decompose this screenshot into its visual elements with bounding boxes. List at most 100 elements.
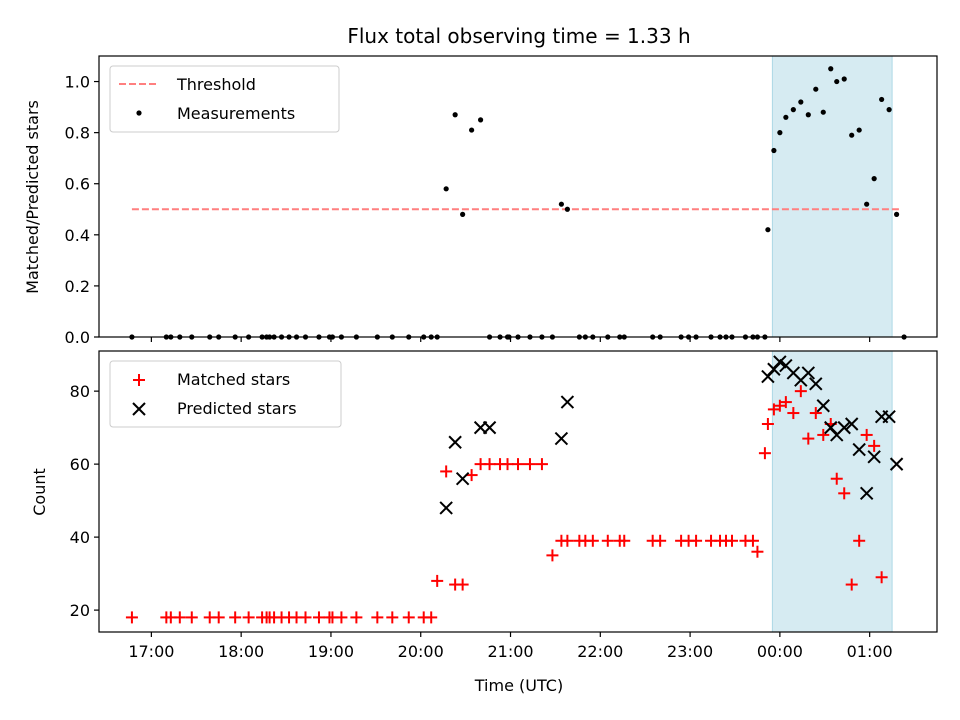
- matched-star-point: [546, 549, 559, 562]
- predicted-star-point: [554, 431, 569, 446]
- measurement-point: [765, 227, 771, 233]
- measurement-point: [558, 201, 564, 207]
- matched-star-point: [845, 578, 858, 591]
- matched-star-point: [586, 534, 599, 547]
- chart-title: Flux total observing time = 1.33 h: [347, 24, 690, 48]
- matched-star-point: [758, 447, 771, 460]
- bottom-axes-frame: [98, 350, 938, 633]
- shaded-span-rect: [771, 55, 893, 338]
- matched-star-point: [335, 611, 348, 624]
- top-y-tick-label: 0.4: [65, 226, 90, 245]
- matched-star-point: [312, 611, 325, 624]
- bottom-panel: 20 40 60 80 17:00 18:00 19:00 20:00 21:00 22:00 2…: [30, 350, 938, 695]
- predicted-star-point: [560, 395, 575, 409]
- measurement-point: [443, 186, 449, 192]
- measurement-point: [460, 211, 466, 217]
- bottom-y-tick-label: 80: [70, 382, 90, 401]
- predicted-star-point: [439, 501, 453, 515]
- matched-star-point: [817, 428, 830, 441]
- top-legend-box: [109, 65, 340, 133]
- matched-star-point: [512, 458, 524, 471]
- predicted-star-point: [852, 442, 866, 457]
- top-panel: 0.0 0.2 0.4 0.6 0.8 1.0 Matched/Predicted sta…: [23, 55, 938, 347]
- measurement-point: [871, 176, 877, 182]
- matched-star-point: [229, 611, 242, 624]
- matched-star-point: [431, 574, 444, 587]
- measurement-point: [886, 107, 892, 113]
- matched-star-point: [809, 407, 822, 420]
- predicted-star-point: [844, 417, 859, 431]
- legend-matched-swatch: [133, 374, 145, 386]
- matched-star-point: [761, 417, 774, 430]
- matched-star-point: [456, 578, 469, 591]
- predicted-star-point: [882, 409, 896, 424]
- matched-star-point: [425, 611, 438, 624]
- matched-star-point: [868, 439, 881, 452]
- predicted-star-point: [773, 355, 787, 369]
- matched-star-point: [838, 487, 851, 500]
- measurement-point: [820, 109, 826, 115]
- x-axis-label: Time (UTC): [474, 676, 563, 695]
- shaded-span-rect: [771, 350, 893, 633]
- top-legend: Threshold Measurements: [109, 65, 340, 133]
- measurement-point: [452, 112, 458, 118]
- bottom-legend: Matched stars Predicted stars: [109, 360, 342, 428]
- matched-star-point: [173, 611, 186, 624]
- predicted-star-point: [816, 399, 830, 413]
- matched-star-point: [690, 534, 703, 547]
- x-tick-label: 21:00: [487, 642, 533, 661]
- measurement-point: [864, 201, 870, 207]
- top-axes-frame: [98, 55, 938, 338]
- legend-predicted-swatch: [132, 402, 146, 416]
- measurement-point: [783, 114, 789, 120]
- top-y-tick-label: 0.6: [65, 175, 90, 194]
- predicted-star-point: [455, 472, 470, 486]
- matched-star-point: [386, 611, 399, 624]
- top-y-tick-label: 0.8: [65, 124, 90, 143]
- measurement-point: [828, 66, 834, 72]
- measurement-point: [813, 86, 819, 92]
- matched-star-point: [853, 534, 866, 547]
- matched-star-point: [830, 472, 843, 485]
- matched-star-point: [350, 611, 363, 624]
- x-tick-label: 20:00: [398, 642, 444, 661]
- matched-star-point: [501, 458, 514, 471]
- bottom-y-tick-label: 60: [70, 455, 90, 474]
- measurement-point: [790, 107, 796, 113]
- measurement-point: [777, 130, 783, 136]
- predicted-star-point: [837, 420, 851, 435]
- matched-star-point: [483, 458, 496, 471]
- x-tick-label: 00:00: [757, 642, 803, 661]
- matched-star-point: [787, 407, 800, 420]
- matched-star-point: [299, 611, 312, 624]
- matched-star-point: [561, 534, 574, 547]
- measurement-point: [477, 117, 484, 123]
- bottom-y-tick-label: 20: [70, 601, 90, 620]
- bottom-legend-box: [109, 360, 342, 428]
- x-tick-label: 19:00: [308, 642, 354, 661]
- predicted-star-point: [859, 486, 874, 501]
- matched-star-point: [535, 458, 548, 471]
- measurement-point: [564, 206, 570, 212]
- measurement-point: [798, 99, 804, 105]
- top-y-tick-label: 0.2: [65, 277, 90, 296]
- measurement-point: [849, 132, 855, 138]
- legend-threshold-label: Threshold: [176, 75, 256, 94]
- top-x-ticks: [150, 337, 871, 342]
- predicted-star-point: [448, 435, 462, 449]
- x-tick-label: 22:00: [577, 642, 623, 661]
- legend-measurements-swatch: [136, 110, 142, 116]
- bottom-x-ticks: 17:00 18:00 19:00 20:00 21:00 22:00 23:00 00:00…: [128, 632, 893, 661]
- x-tick-label: 23:00: [667, 642, 713, 661]
- x-tick-label: 17:00: [128, 642, 174, 661]
- predicted-star-point: [809, 377, 823, 391]
- matched-star-point: [802, 432, 815, 445]
- predicted-star-point: [482, 420, 497, 435]
- matched-star-point: [860, 428, 873, 441]
- matched-star-point: [794, 385, 807, 398]
- legend-matched-label: Matched stars: [177, 370, 290, 389]
- legend-predicted-label: Predicted stars: [177, 399, 297, 418]
- matched-star-point: [725, 534, 738, 547]
- matched-star-point: [746, 534, 759, 547]
